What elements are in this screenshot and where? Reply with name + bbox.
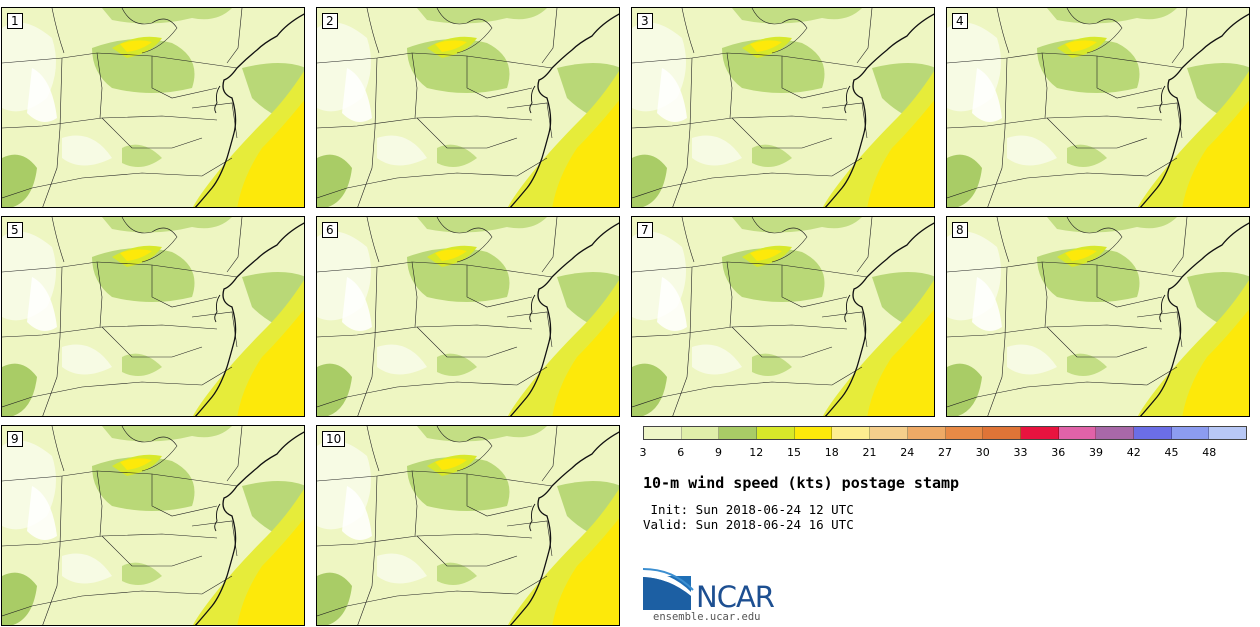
member-number-label: 9: [7, 431, 23, 447]
valid-time: Valid: Sun 2018-06-24 16 UTC: [643, 517, 854, 532]
colorbar-tick-label: 21: [862, 446, 877, 459]
colorbar-segment: [681, 427, 720, 439]
wind-speed-colorbar: [643, 426, 1247, 440]
colorbar-segment: [1171, 427, 1210, 439]
colorbar-segment: [794, 427, 833, 439]
ensemble-member-panel: 9: [1, 425, 305, 626]
colorbar-tick-label: 45: [1164, 446, 1179, 459]
init-time: Init: Sun 2018-06-24 12 UTC: [643, 502, 854, 517]
colorbar-tick-label: 39: [1089, 446, 1103, 459]
wind-speed-map: [317, 217, 619, 416]
colorbar-tick-label: 18: [824, 446, 839, 459]
colorbar-tick-label: 24: [900, 446, 915, 459]
wind-speed-map: [947, 8, 1249, 207]
member-number-label: 6: [322, 222, 338, 238]
colorbar-tick-label: 3: [639, 446, 647, 459]
colorbar-tick-label: 15: [787, 446, 801, 459]
member-number-label: 2: [322, 13, 338, 29]
wind-speed-map: [632, 8, 934, 207]
member-number-label: 4: [952, 13, 968, 29]
colorbar-tick-label: 42: [1126, 446, 1141, 459]
colorbar-segment: [1209, 427, 1246, 439]
colorbar-tick-label: 36: [1051, 446, 1066, 459]
ensemble-member-panel: 7: [631, 216, 935, 417]
colorbar-tick-label: 33: [1013, 446, 1028, 459]
member-number-label: 8: [952, 222, 968, 238]
colorbar-segment: [907, 427, 946, 439]
wind-speed-map: [632, 217, 934, 416]
ncar-logo-icon: [643, 568, 694, 610]
ensemble-member-panel: 10: [316, 425, 620, 626]
ncar-logo-text: NCAR: [696, 580, 775, 614]
figure-title: 10-m wind speed (kts) postage stamp: [643, 474, 960, 492]
wind-speed-map: [317, 426, 619, 625]
wind-speed-map: [2, 8, 304, 207]
member-number-label: 10: [322, 431, 346, 447]
site-url: ensemble.ucar.edu: [653, 611, 761, 623]
colorbar-segment: [757, 427, 795, 439]
colorbar-segment: [870, 427, 908, 439]
ensemble-member-panel: 3: [631, 7, 935, 208]
wind-speed-map: [947, 217, 1249, 416]
colorbar-tick-label: 30: [975, 446, 990, 459]
colorbar-tick-label: 12: [749, 446, 764, 459]
ensemble-member-panel: 1: [1, 7, 305, 208]
ensemble-member-panel: 6: [316, 216, 620, 417]
ensemble-member-panel: 8: [946, 216, 1250, 417]
colorbar-segment: [1020, 427, 1059, 439]
colorbar-tick-label: 6: [677, 446, 685, 459]
colorbar-segment: [719, 427, 758, 439]
member-number-label: 5: [7, 222, 23, 238]
ensemble-member-panel: 4: [946, 7, 1250, 208]
colorbar-segment: [983, 427, 1021, 439]
ensemble-member-panel: 2: [316, 7, 620, 208]
colorbar-tick-label: 27: [938, 446, 952, 459]
member-number-label: 1: [7, 13, 23, 29]
colorbar-segment: [1058, 427, 1097, 439]
wind-speed-map: [2, 426, 304, 625]
member-number-label: 3: [637, 13, 653, 29]
wind-speed-map: [317, 8, 619, 207]
wind-speed-map: [2, 217, 304, 416]
member-number-label: 7: [637, 222, 653, 238]
colorbar-segment: [644, 427, 682, 439]
colorbar-tick-label: 9: [715, 446, 722, 459]
colorbar-segment: [832, 427, 871, 439]
colorbar-segment: [1096, 427, 1134, 439]
colorbar-tick-label: 48: [1202, 446, 1217, 459]
colorbar-segment: [1133, 427, 1172, 439]
colorbar-segment: [945, 427, 984, 439]
ensemble-member-panel: 5: [1, 216, 305, 417]
